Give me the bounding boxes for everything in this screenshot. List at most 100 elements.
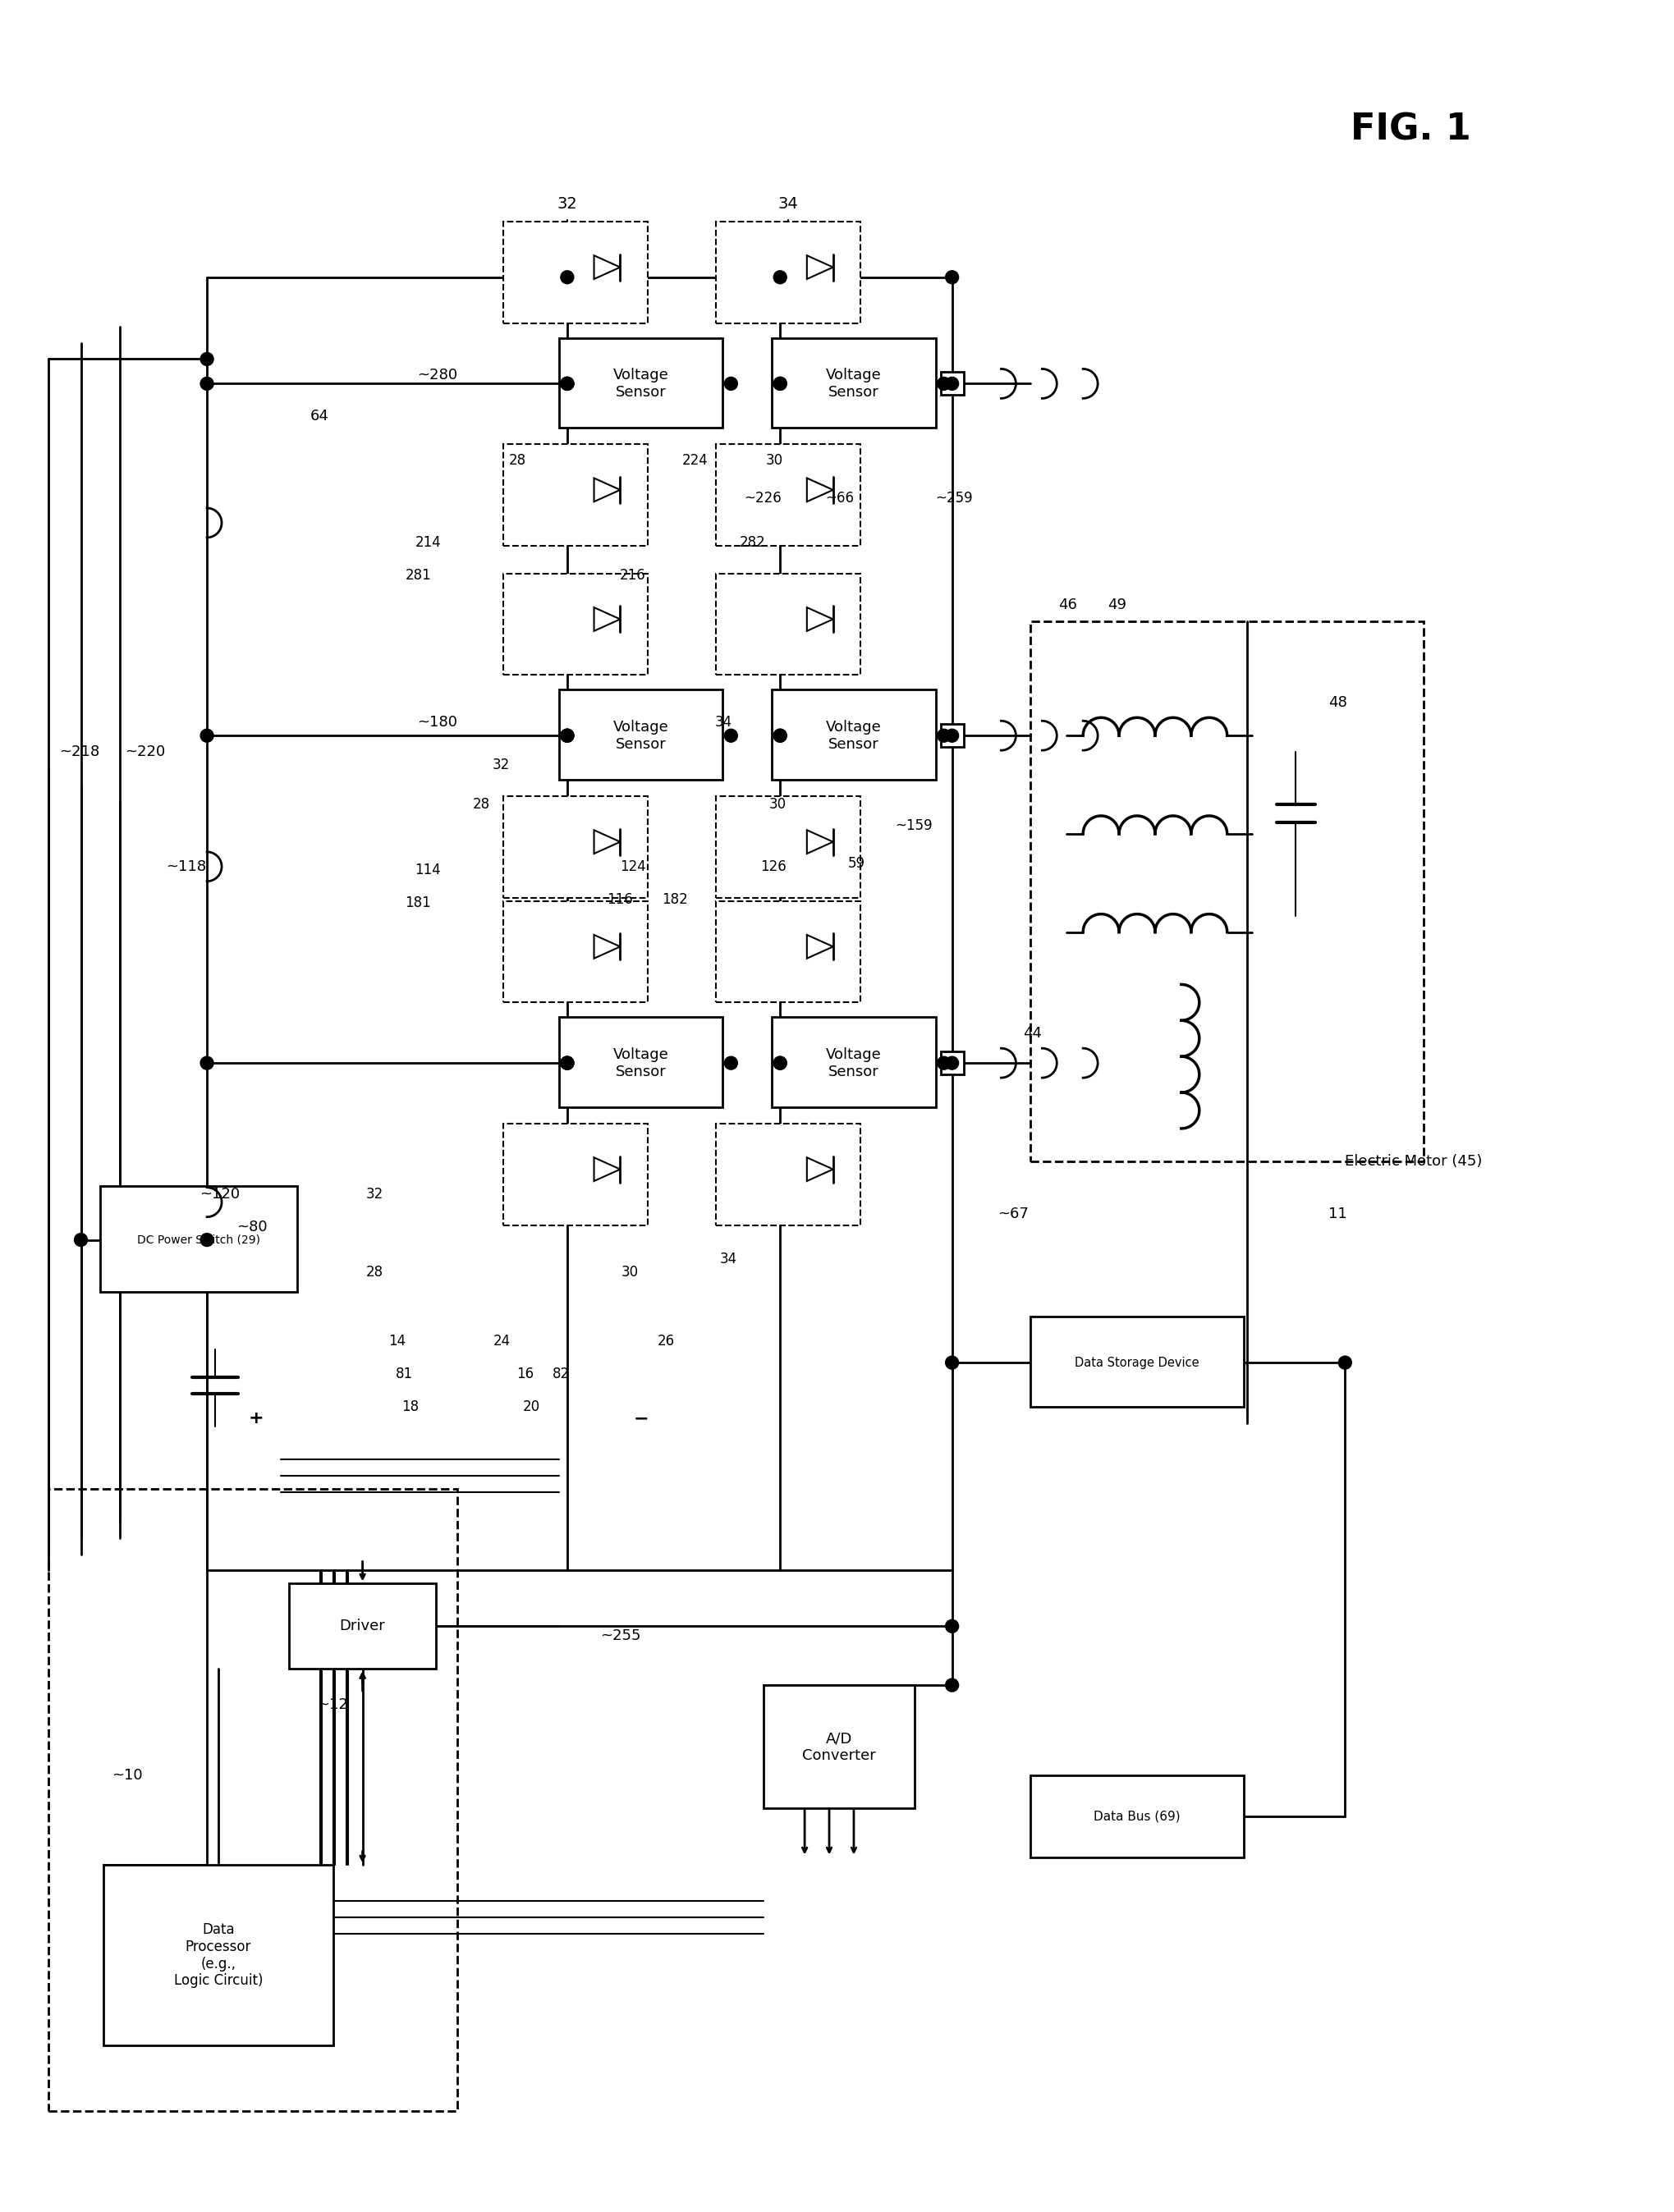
Text: 126: 126	[760, 858, 787, 874]
Bar	[559, 1018, 723, 1108]
Bar	[504, 221, 648, 323]
Text: 28: 28	[472, 796, 490, 812]
Circle shape	[561, 1057, 574, 1071]
Bar	[100, 1186, 296, 1292]
Circle shape	[946, 1679, 958, 1692]
Text: ~118: ~118	[166, 858, 206, 874]
Circle shape	[937, 1057, 949, 1071]
Circle shape	[773, 730, 787, 743]
Text: 24: 24	[494, 1334, 511, 1349]
Text: 49: 49	[1107, 597, 1127, 613]
Bar	[716, 445, 860, 546]
Text: ~80: ~80	[236, 1219, 268, 1234]
Bar	[504, 900, 648, 1002]
Text: 16: 16	[516, 1367, 534, 1382]
Circle shape	[561, 376, 574, 389]
Text: 59: 59	[847, 856, 865, 872]
Circle shape	[946, 376, 958, 389]
Text: ~180: ~180	[417, 714, 457, 730]
Text: DC Power Switch (29): DC Power Switch (29)	[137, 1234, 259, 1245]
Text: A/D
Converter: A/D Converter	[802, 1732, 876, 1763]
Text: ~255: ~255	[599, 1628, 641, 1644]
Text: ~10: ~10	[112, 1767, 142, 1783]
Bar	[716, 900, 860, 1002]
Text: ~66: ~66	[825, 491, 854, 507]
Text: 224: 224	[681, 453, 708, 469]
Circle shape	[1338, 1356, 1351, 1369]
Text: FIG. 1: FIG. 1	[1349, 113, 1470, 148]
Bar	[288, 1584, 435, 1668]
Circle shape	[773, 730, 787, 743]
Polygon shape	[594, 936, 619, 958]
Text: Data
Processor
(e.g.,
Logic Circuit): Data Processor (e.g., Logic Circuit)	[174, 1922, 263, 1989]
Circle shape	[937, 730, 949, 743]
Bar	[559, 338, 723, 427]
Text: 30: 30	[621, 1265, 638, 1281]
Bar	[104, 1865, 333, 2046]
Text: 48: 48	[1327, 695, 1348, 710]
Circle shape	[561, 730, 574, 743]
Polygon shape	[807, 254, 832, 279]
Bar	[772, 338, 936, 427]
Text: 32: 32	[557, 195, 578, 212]
Text: ~220: ~220	[126, 745, 166, 759]
Circle shape	[725, 376, 737, 389]
Text: 44: 44	[1023, 1026, 1041, 1042]
Bar	[716, 221, 860, 323]
Polygon shape	[594, 254, 619, 279]
Text: 32: 32	[365, 1186, 383, 1201]
Circle shape	[561, 270, 574, 283]
Polygon shape	[807, 478, 832, 502]
Circle shape	[561, 376, 574, 389]
Text: 30: 30	[765, 453, 782, 469]
Bar	[1030, 1776, 1242, 1858]
Circle shape	[946, 1619, 958, 1632]
Polygon shape	[594, 608, 619, 630]
Circle shape	[74, 1234, 87, 1245]
Text: Driver: Driver	[340, 1619, 385, 1635]
Bar	[941, 1051, 963, 1075]
Text: Voltage
Sensor: Voltage Sensor	[613, 1046, 668, 1079]
Bar	[941, 723, 963, 748]
Text: ~259: ~259	[936, 491, 973, 507]
Bar	[49, 1489, 457, 2110]
Text: ~226: ~226	[743, 491, 782, 507]
Text: Voltage
Sensor: Voltage Sensor	[613, 719, 668, 752]
Bar	[504, 573, 648, 675]
Circle shape	[946, 1356, 958, 1369]
Text: ~280: ~280	[417, 367, 457, 383]
Text: 281: 281	[405, 568, 432, 582]
Polygon shape	[807, 608, 832, 630]
Text: Data Bus (69): Data Bus (69)	[1093, 1809, 1180, 1823]
Text: 124: 124	[619, 858, 646, 874]
Text: 28: 28	[509, 453, 526, 469]
Circle shape	[773, 1057, 787, 1071]
Polygon shape	[594, 830, 619, 854]
Text: ~67: ~67	[998, 1206, 1028, 1221]
Circle shape	[946, 270, 958, 283]
Text: +: +	[248, 1409, 263, 1427]
Text: 20: 20	[522, 1400, 541, 1413]
Bar	[504, 796, 648, 898]
Text: −: −	[633, 1409, 648, 1427]
Bar	[716, 796, 860, 898]
Circle shape	[561, 376, 574, 389]
Text: Voltage
Sensor: Voltage Sensor	[613, 367, 668, 400]
Bar	[1030, 622, 1423, 1161]
Text: ~12: ~12	[316, 1697, 348, 1712]
Text: Electric Motor (45): Electric Motor (45)	[1344, 1155, 1481, 1168]
Circle shape	[201, 352, 213, 365]
Text: Voltage
Sensor: Voltage Sensor	[825, 1046, 881, 1079]
Bar	[504, 1124, 648, 1225]
Text: 114: 114	[415, 863, 440, 878]
Circle shape	[561, 730, 574, 743]
Text: 30: 30	[768, 796, 785, 812]
Circle shape	[773, 376, 787, 389]
Circle shape	[773, 270, 787, 283]
Text: 32: 32	[492, 759, 509, 772]
Text: 18: 18	[402, 1400, 418, 1413]
Bar	[941, 372, 963, 396]
Circle shape	[773, 1057, 787, 1071]
Circle shape	[561, 730, 574, 743]
Circle shape	[946, 1057, 958, 1071]
